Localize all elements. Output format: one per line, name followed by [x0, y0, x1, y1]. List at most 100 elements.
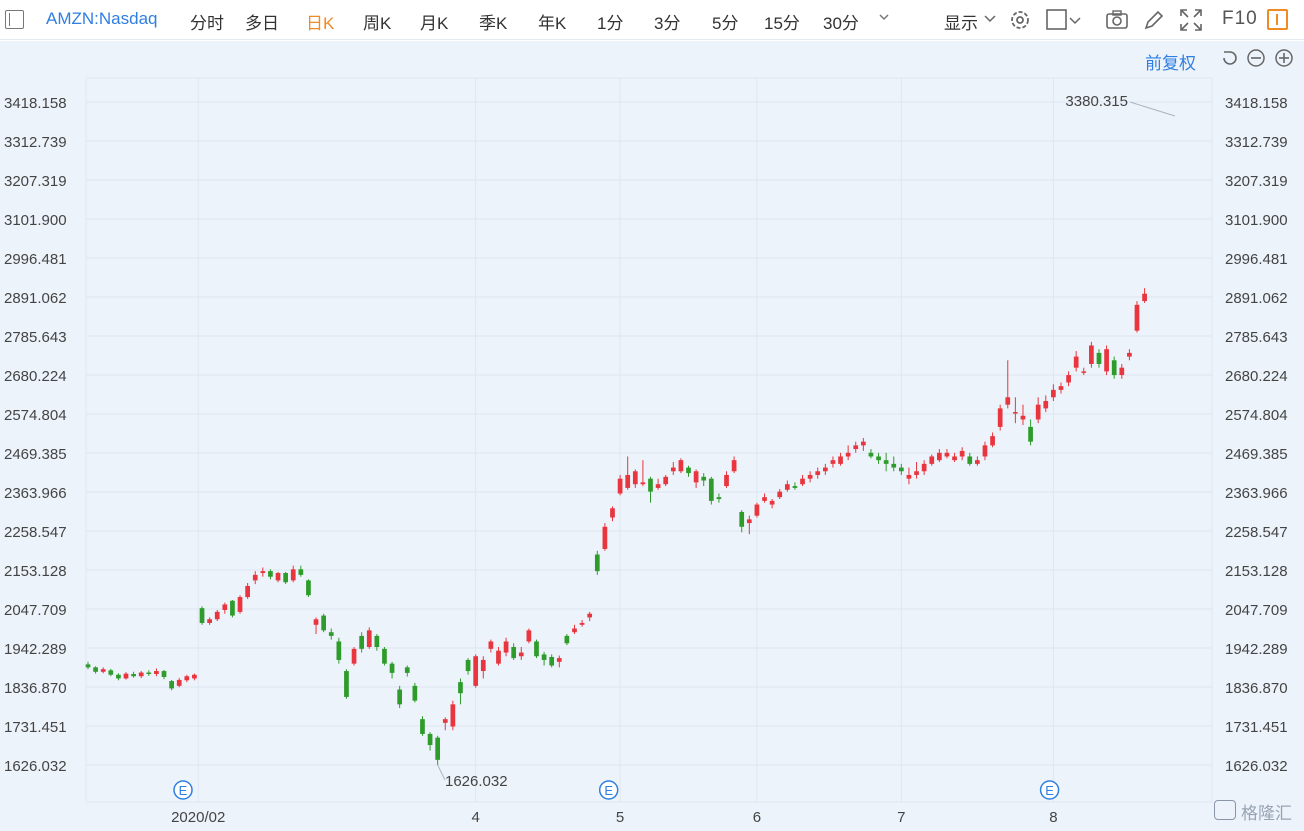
candle-body	[1142, 293, 1147, 302]
period-tab-daily[interactable]: 日K	[306, 14, 335, 33]
y-tick-label-right: 1942.289	[1225, 641, 1288, 658]
y-tick-label-left: 2363.966	[4, 485, 67, 502]
display-menu[interactable]: 显示	[944, 14, 978, 33]
y-tick-label-left: 3312.739	[4, 134, 67, 151]
candle-body	[1020, 415, 1026, 420]
period-tab-5min[interactable]: 5分	[712, 14, 739, 33]
candle-body	[929, 456, 935, 464]
candle-body	[1028, 426, 1033, 442]
y-tick-label-right: 3312.739	[1225, 134, 1288, 151]
settings-gear-icon[interactable]	[1008, 8, 1032, 32]
candle-body	[952, 456, 957, 461]
x-tick-label: 2020/02	[171, 809, 225, 826]
period-tab-yearly[interactable]: 年K	[538, 14, 567, 33]
candle-body	[625, 474, 631, 488]
y-tick-label-right: 2996.481	[1225, 251, 1288, 268]
candle-body	[610, 508, 615, 518]
period-tab-30min[interactable]: 30分	[823, 14, 859, 33]
checkbox-chevron-icon[interactable]	[1068, 8, 1082, 32]
candle-body	[716, 497, 722, 500]
candle-body	[176, 679, 182, 686]
candle-body	[807, 474, 813, 479]
y-tick-label-right: 2680.224	[1225, 368, 1288, 385]
candle-body	[351, 648, 357, 664]
candle-body	[252, 574, 258, 581]
candle-body	[123, 673, 129, 679]
candle-body	[511, 646, 517, 659]
y-tick-label-right: 2258.547	[1225, 524, 1288, 541]
candle-body	[792, 486, 798, 488]
period-tab-intraday[interactable]: 分时	[190, 14, 224, 33]
period-tab-15min[interactable]: 15分	[764, 14, 800, 33]
candle-body	[366, 630, 372, 647]
period-tab-3min[interactable]: 3分	[654, 14, 681, 33]
candle-body	[321, 615, 326, 631]
candle-body	[154, 671, 159, 675]
y-tick-label-left: 2574.804	[4, 407, 67, 424]
y-tick-label-left: 1626.032	[4, 758, 67, 775]
candle-body	[199, 608, 205, 623]
candle-body	[762, 497, 767, 501]
reset-icon[interactable]	[1219, 48, 1239, 68]
chart-area	[0, 41, 1304, 831]
y-tick-label-right: 2469.385	[1225, 446, 1288, 463]
candle-body	[1089, 345, 1094, 364]
candle-body	[997, 408, 1003, 427]
period-tab-1min[interactable]: 1分	[597, 14, 624, 33]
y-tick-label-left: 1731.451	[4, 719, 67, 736]
candle-body	[435, 737, 441, 760]
candle-body	[427, 733, 433, 746]
candle-body	[1005, 397, 1011, 405]
display-chevron-icon[interactable]	[984, 13, 996, 23]
candle-body	[990, 436, 995, 446]
y-tick-label-right: 2574.804	[1225, 407, 1288, 424]
chevron-down-icon[interactable]	[879, 12, 889, 22]
f10-panel-icon[interactable]	[1267, 9, 1288, 30]
candle-body	[1073, 356, 1079, 368]
candle-body	[556, 658, 562, 662]
candle-body	[283, 573, 288, 583]
candle-body	[632, 471, 638, 485]
y-tick-label-left: 2469.385	[4, 446, 67, 463]
candle-body	[146, 672, 152, 675]
candle-body	[663, 476, 669, 485]
period-tab-weekly[interactable]: 周K	[363, 14, 392, 33]
candle-body	[237, 597, 243, 612]
candle-body	[404, 667, 410, 673]
candle-body	[769, 500, 775, 505]
camera-icon[interactable]	[1105, 8, 1129, 32]
candle-body	[898, 467, 904, 472]
checkbox-icon[interactable]	[1045, 8, 1069, 32]
candle-body	[518, 652, 524, 657]
candle-body	[1134, 304, 1140, 331]
candle-body	[184, 676, 190, 681]
candle-body	[579, 622, 585, 625]
sidebar-toggle-icon[interactable]	[5, 10, 24, 29]
candle-body	[564, 635, 570, 644]
y-tick-label-right: 1731.451	[1225, 719, 1288, 736]
candle-body	[541, 654, 547, 660]
period-tab-multiday[interactable]: 多日	[245, 14, 279, 33]
candle-body	[1051, 389, 1056, 398]
candle-body	[648, 478, 653, 492]
candle-body	[853, 445, 859, 450]
f10-button[interactable]: F10	[1222, 8, 1258, 29]
candle-body	[967, 456, 973, 464]
y-tick-label-right: 1836.870	[1225, 680, 1288, 697]
candle-body	[784, 484, 790, 490]
candle-body	[1066, 375, 1071, 383]
candle-body	[214, 611, 220, 620]
price-adjust-toggle[interactable]: 前复权	[1145, 54, 1196, 73]
fullscreen-icon[interactable]	[1179, 8, 1203, 32]
period-tab-quarterly[interactable]: 季K	[479, 14, 508, 33]
pen-icon[interactable]	[1142, 8, 1166, 32]
period-tab-monthly[interactable]: 月K	[420, 14, 449, 33]
candle-body	[389, 663, 395, 673]
zoom-in-icon[interactable]	[1274, 48, 1294, 68]
zoom-out-icon[interactable]	[1246, 48, 1266, 68]
stock-symbol[interactable]: AMZN:Nasdaq	[46, 9, 158, 28]
y-tick-label-right: 3418.158	[1225, 95, 1288, 112]
candle-body	[473, 656, 479, 686]
y-tick-label-left: 2680.224	[4, 368, 67, 385]
